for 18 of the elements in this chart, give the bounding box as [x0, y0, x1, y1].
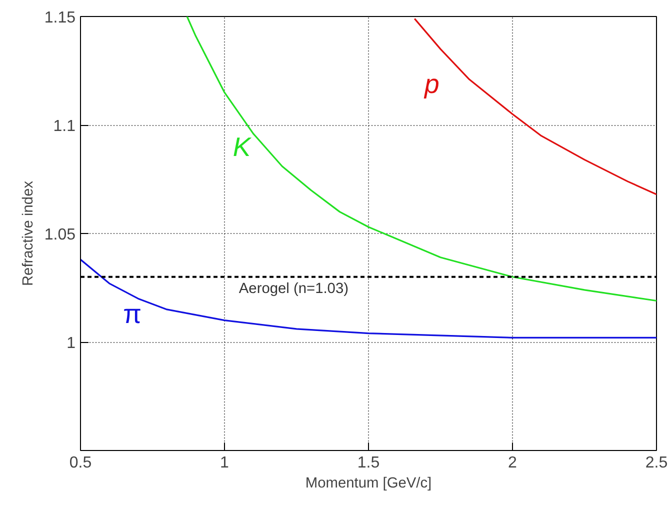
- y-tick-label: 1.1: [53, 118, 76, 135]
- y-tick-label: 1: [66, 335, 76, 352]
- x-tick-label: 2: [508, 454, 518, 472]
- y-tick-label: 1.15: [44, 10, 76, 26]
- y-axis-title: Refractive index: [20, 180, 36, 286]
- y-tick-label: 1.05: [44, 226, 76, 244]
- x-tick-label: 1: [220, 454, 230, 472]
- x-tick-label: 1.5: [357, 454, 380, 472]
- x-tick-label: 2.5: [645, 454, 668, 472]
- line-series: [80, 258, 656, 338]
- line-series: [186, 16, 656, 302]
- line-series: [414, 18, 656, 196]
- x-tick-label: 0.5: [69, 454, 92, 472]
- series-label: p: [423, 68, 440, 99]
- ref-line-label: Aerogel (n=1.03): [238, 280, 348, 297]
- series-label: K: [232, 132, 252, 162]
- x-axis-title: Momentum [GeV/c]: [305, 476, 432, 492]
- series-label: π: [123, 298, 142, 329]
